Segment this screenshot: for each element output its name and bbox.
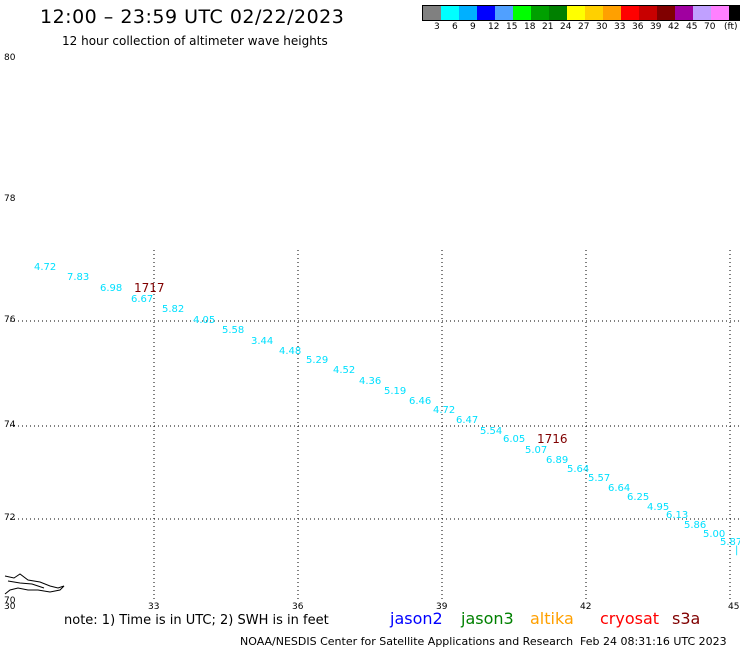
wave-height-label: 5.57: [588, 473, 610, 484]
wave-height-label: 6.67: [131, 294, 153, 305]
satellite-jason2: jason2: [390, 609, 443, 628]
legend-swatch: [711, 6, 729, 20]
longitude-label: 42: [580, 602, 591, 612]
track-tail-mark: |: [735, 545, 738, 556]
wave-height-label: 4.48: [279, 346, 301, 357]
satellite-s3a: s3a: [672, 609, 701, 628]
wave-height-label: 7.83: [67, 272, 89, 283]
latitude-label: 78: [4, 194, 16, 204]
wave-height-label: 4.72: [433, 405, 455, 416]
wave-height-label: 4.36: [359, 376, 381, 387]
legend-swatch: [441, 6, 459, 20]
wave-height-label: 6.05: [503, 434, 525, 445]
wave-height-label: 6.13: [666, 510, 688, 521]
wave-height-label: 5.58: [222, 325, 244, 336]
legend-swatch: [495, 6, 513, 20]
latitude-label: 80: [4, 53, 16, 63]
satellite-altika: altika: [530, 609, 574, 628]
longitude-label: 30: [4, 602, 16, 612]
legend-swatch: [693, 6, 711, 20]
legend-swatch: [621, 6, 639, 20]
wave-height-label: 5.54: [480, 426, 502, 437]
longitude-label: 33: [148, 602, 159, 612]
legend-swatch: [549, 6, 567, 20]
legend-label: 42: [668, 22, 680, 32]
footer-note: note: 1) Time is in UTC; 2) SWH is in fe…: [64, 613, 329, 628]
legend-label: 21: [542, 22, 554, 32]
legend-label: 9: [470, 22, 476, 32]
wave-height-label: 5.19: [384, 386, 406, 397]
legend-swatch: [531, 6, 549, 20]
wave-height-label: 3.44: [251, 336, 273, 347]
legend-label: 24: [560, 22, 572, 32]
wave-height-label: 5.86: [684, 520, 706, 531]
legend-label: 33: [614, 22, 626, 32]
legend-label: 39: [650, 22, 662, 32]
satellite-jason3: jason3: [461, 609, 514, 628]
map-subtitle: 12 hour collection of altimeter wave hei…: [62, 34, 328, 48]
wave-height-label: 6.89: [546, 455, 568, 466]
pass-time-label: 1716: [537, 432, 568, 446]
color-scale-legend: [422, 5, 740, 21]
legend-label: 3: [434, 22, 440, 32]
legend-label: 70: [704, 22, 716, 32]
longitude-label: 45: [728, 602, 739, 612]
wave-height-label: 6.47: [456, 415, 478, 426]
legend-swatch: [603, 6, 621, 20]
legend-label: 45: [686, 22, 698, 32]
longitude-label: 36: [292, 602, 304, 612]
wave-height-label: 4.52: [333, 365, 355, 376]
legend-label: 15: [506, 22, 518, 32]
latitude-label: 76: [4, 315, 16, 325]
wave-height-label: 5.82: [162, 304, 184, 315]
latitude-label: 70: [4, 596, 16, 606]
graticule: [10, 250, 740, 600]
satellite-track: 4.72 7.83 6.98 6.67 5.82 4.05 5.58 3.44 4.48 5.29…: [34, 262, 740, 556]
coastline-fragment: [7, 580, 45, 589]
longitude-labels: 30 33 36 39 42 45: [4, 602, 739, 612]
legend-swatch: [513, 6, 531, 20]
wave-height-label: 6.64: [608, 483, 630, 494]
wave-height-label: 5.00: [703, 529, 725, 540]
legend-swatch: [675, 6, 693, 20]
legend-label: 18: [524, 22, 536, 32]
coastline-fragment: [4, 573, 65, 595]
legend-swatch: [657, 6, 675, 20]
legend-label: 6: [452, 22, 458, 32]
wave-height-label: 6.98: [100, 283, 122, 294]
satellite-cryosat: cryosat: [600, 609, 660, 628]
pass-time-label: 1717: [134, 281, 165, 295]
legend-swatch: [477, 6, 495, 20]
wave-height-label: 5.64: [567, 464, 589, 475]
legend-label: 27: [578, 22, 590, 32]
legend-label: (ft): [724, 22, 738, 32]
legend-swatch: [729, 6, 740, 20]
legend-label: 12: [488, 22, 500, 32]
latitude-labels: 80 78 76 74 72 70: [4, 53, 16, 606]
latitude-label: 72: [4, 513, 15, 523]
legend-swatch: [567, 6, 585, 20]
latitude-label: 74: [4, 420, 16, 430]
wave-height-label: 4.05: [193, 315, 215, 326]
legend-swatch: [639, 6, 657, 20]
wave-height-label: 6.46: [409, 396, 431, 407]
wave-height-label: 6.25: [627, 492, 649, 503]
generated-timestamp: Feb 24 08:31:16 UTC 2023: [580, 635, 727, 648]
wave-height-label: 4.95: [647, 502, 669, 513]
legend-swatch: [423, 6, 441, 20]
credit-line: NOAA/NESDIS Center for Satellite Applica…: [240, 635, 574, 648]
wave-height-label: 5.07: [525, 445, 547, 456]
wave-height-label: 4.72: [34, 262, 56, 273]
legend-swatch: [585, 6, 603, 20]
legend-swatch: [459, 6, 477, 20]
legend-label: 36: [632, 22, 644, 32]
wave-height-label: 5.29: [306, 355, 328, 366]
coastline: [4, 573, 65, 595]
wave-height-label: 5.87: [720, 537, 740, 548]
longitude-label: 39: [436, 602, 448, 612]
map-title: 12:00 – 23:59 UTC 02/22/2023: [40, 6, 345, 28]
legend-label: 30: [596, 22, 608, 32]
